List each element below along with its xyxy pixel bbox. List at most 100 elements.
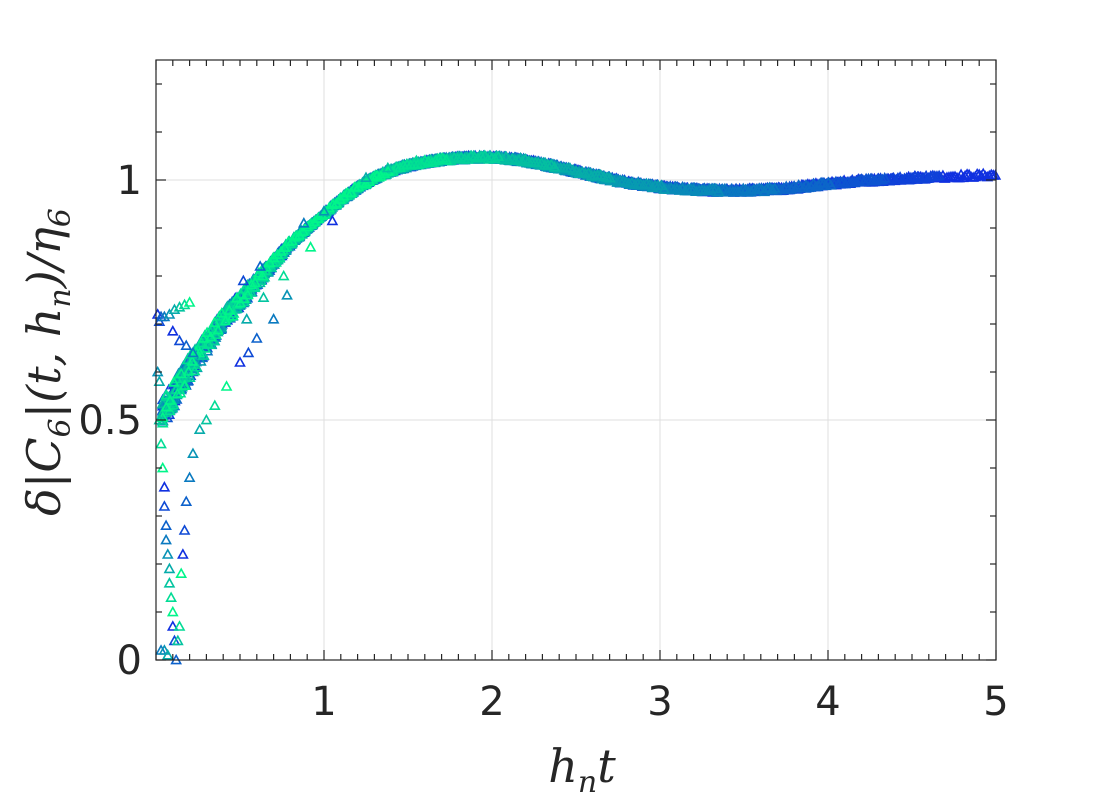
data-point [989,169,1002,180]
data-point [186,355,199,366]
data-point [637,179,650,190]
data-point [410,154,423,166]
data-point [160,400,173,412]
data-point [242,346,255,358]
x-axis-label: hnt [548,739,616,800]
data-point [360,171,372,182]
data-point [249,276,261,287]
data-markers [151,149,1002,665]
data-point [171,634,184,646]
data-point [177,548,189,559]
x-tick-label: 5 [983,679,1008,725]
data-point [850,175,863,187]
data-point [573,167,586,179]
y-label-sub1: 6 [43,418,78,437]
data-point [297,217,310,228]
data-point [345,186,358,198]
data-point [277,269,290,281]
data-point [188,364,201,376]
data-point [326,214,339,226]
data-point [267,251,280,263]
data-point [496,153,509,164]
data-point [155,437,167,449]
data-point [167,376,180,387]
data-point [489,152,501,164]
data-point [208,399,221,411]
data-point [832,177,845,189]
data-point [220,380,233,391]
data-point [230,291,243,303]
data-point [304,241,317,252]
data-point [665,181,678,193]
y-label-sub2: n [43,288,78,307]
data-point [180,339,193,351]
data-point [775,183,788,195]
data-point [278,241,291,253]
data-point [281,289,293,300]
data-point [161,649,174,660]
data-point [896,173,909,185]
data-point [282,235,295,247]
data-point [684,182,697,194]
x-tick-label: 2 [479,679,504,725]
data-point [959,169,971,181]
data-point [241,288,254,300]
data-point [367,171,380,182]
data-point [712,185,725,197]
data-point [180,495,193,507]
data-point [163,577,176,588]
data-point [194,355,207,366]
data-point [516,155,528,167]
data-point [193,346,206,358]
y-tick-label: 1 [117,158,142,204]
y-label-pre: δ|C [17,437,71,515]
data-point [318,205,330,216]
data-point [737,182,750,194]
data-point [208,316,221,328]
x-label-tail: t [597,739,616,793]
x-tick-label: 1 [311,679,336,725]
data-point [482,153,495,164]
data-point [219,314,232,326]
data-point [175,567,188,579]
data-point [227,309,239,321]
data-point [204,330,217,342]
data-point [250,332,263,343]
data-point [160,519,172,531]
data-point [374,170,387,181]
data-point [876,173,889,185]
data-point [548,160,561,172]
data-point [182,365,195,376]
data-point [161,548,174,559]
y-label-sub3: 6 [43,208,78,227]
data-point [824,179,837,190]
data-point [640,177,653,189]
data-point [440,153,453,165]
data-point [245,278,258,290]
grid-lines [156,60,997,661]
data-point [429,154,442,165]
data-point [166,605,179,617]
data-point [163,562,176,574]
data-point [601,171,613,182]
data-point [156,416,169,428]
data-point [171,387,184,399]
data-point [179,379,191,390]
data-point [889,174,902,185]
tick-marks [155,60,997,661]
data-point [164,394,176,405]
data-point [878,172,891,183]
data-point [933,169,945,181]
data-point [212,323,225,335]
data-point [768,182,781,193]
data-point [696,184,708,195]
data-point [158,500,171,511]
y-tick-label: 0 [117,638,142,684]
data-point [166,620,179,631]
data-point [280,240,293,252]
data-point [193,423,206,435]
data-point [472,151,484,163]
data-point [175,367,188,379]
x-tick-labels: 1 2 3 4 5 [311,679,1008,725]
data-point [201,326,213,338]
